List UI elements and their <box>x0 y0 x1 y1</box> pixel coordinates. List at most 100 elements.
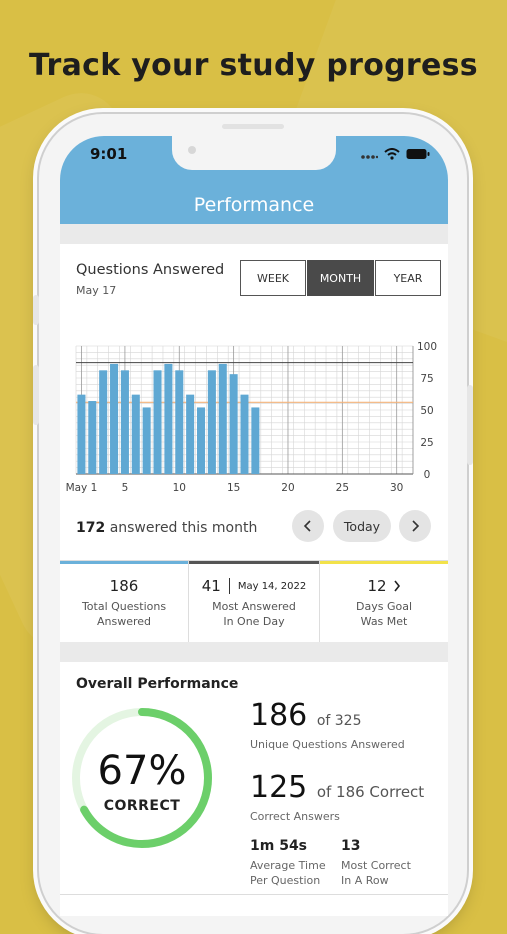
bar-day-9 <box>164 363 173 474</box>
stat-accent-line <box>320 561 448 564</box>
bar-day-6 <box>131 394 140 474</box>
stat-accent-line <box>189 561 319 564</box>
y-tick-label: 50 <box>420 405 433 417</box>
battery-icon <box>406 149 430 159</box>
unique-questions-stat: 186 of 325 <box>250 698 361 733</box>
phone-side-button <box>33 295 39 325</box>
correct-answers-total: of 186 Correct <box>316 783 425 801</box>
stat-value-row: 12 <box>320 577 448 595</box>
stat-label-line: Days Goal <box>356 600 412 613</box>
speaker-grille <box>222 124 284 129</box>
bar-day-5 <box>120 370 129 474</box>
stat-value: 12 <box>367 577 387 595</box>
next-month-button[interactable] <box>399 510 431 542</box>
questions-answered-date: May 17 <box>76 284 117 297</box>
y-tick-label: 0 <box>424 469 431 481</box>
camera-icon <box>188 146 196 154</box>
x-tick-label: 15 <box>227 482 240 494</box>
correct-answers-label: Correct Answers <box>250 810 340 823</box>
headline: Track your study progress <box>29 48 478 83</box>
bar-day-10 <box>175 370 184 474</box>
divider <box>188 561 189 643</box>
stat-label-line: Was Met <box>360 615 408 628</box>
ring-progress <box>72 708 212 848</box>
bar-day-14 <box>218 363 227 474</box>
bar-day-13 <box>207 370 216 474</box>
bar-day-17 <box>251 407 260 474</box>
stat-label-line: In One Day <box>223 615 285 628</box>
average-time-value: 1m 54s <box>250 838 308 854</box>
most-correct-in-row-label: Most Correct In A Row <box>341 858 411 888</box>
chevron-right-icon <box>412 520 420 532</box>
bar-day-7 <box>142 407 151 474</box>
chevron-right-icon <box>393 580 400 592</box>
bar-day-15 <box>229 374 238 474</box>
correct-percentage-ring <box>72 708 212 848</box>
app-screen: 9:01 Performance Questions Answered May … <box>60 136 448 916</box>
label-line: Average Time <box>250 859 326 872</box>
correct-answers-count: 125 <box>250 770 308 805</box>
chevron-left-icon <box>303 520 311 532</box>
signal-icon <box>361 155 378 159</box>
stat-accent-line <box>60 561 188 564</box>
stat-days-goal[interactable]: 12 Days Goal Was Met <box>320 561 448 643</box>
correct-answers-stat: 125 of 186 Correct <box>250 770 424 805</box>
phone-side-button <box>33 365 39 425</box>
bar-day-3 <box>99 370 108 474</box>
wifi-icon <box>384 148 400 160</box>
monthly-answered-text: answered this month <box>109 520 258 536</box>
correct-label: CORRECT <box>103 798 181 814</box>
bar-day-11 <box>186 394 195 474</box>
stat-label: Days Goal Was Met <box>320 599 448 629</box>
questions-answered-title: Questions Answered <box>76 262 225 278</box>
section-divider <box>60 224 448 244</box>
bar-day-16 <box>240 394 249 474</box>
label-line: Most Correct <box>341 859 411 872</box>
stat-label-line: Answered <box>96 615 152 628</box>
today-button[interactable]: Today <box>333 510 391 542</box>
monthly-answered-summary: 172 answered this month <box>76 520 257 536</box>
nav-bar: 9:01 Performance <box>60 136 448 224</box>
divider <box>319 561 320 643</box>
previous-month-button[interactable] <box>292 510 324 542</box>
average-time-label: Average Time Per Question <box>250 858 326 888</box>
section-divider <box>60 642 448 662</box>
page-title: Performance <box>193 194 315 216</box>
bar-day-2 <box>88 401 97 474</box>
stat-label-line: Total Questions <box>81 600 167 613</box>
bar-day-8 <box>153 370 162 474</box>
bar-day-1 <box>77 394 86 474</box>
stat-value: 186 <box>109 577 139 595</box>
tab-week[interactable]: WEEK <box>240 260 306 296</box>
stats-row: 186 Total Questions Answered 41 May 14, … <box>60 560 448 644</box>
x-tick-label: 5 <box>122 482 129 494</box>
y-tick-label: 75 <box>420 373 433 385</box>
label-line: Per Question <box>250 874 321 887</box>
stat-date: May 14, 2022 <box>237 580 307 592</box>
x-tick-label: 25 <box>336 482 349 494</box>
bar-day-4 <box>110 363 119 474</box>
stat-label: Most Answered In One Day <box>189 599 319 629</box>
y-tick-label: 25 <box>420 437 433 449</box>
unique-questions-label: Unique Questions Answered <box>250 738 405 751</box>
unique-questions-count: 186 <box>250 698 308 733</box>
stat-label-line: Most Answered <box>212 600 296 613</box>
x-tick-label: May 1 <box>66 482 98 494</box>
unique-questions-total: of 325 <box>316 713 362 729</box>
most-correct-in-row-value: 13 <box>341 838 361 854</box>
tab-year[interactable]: YEAR <box>375 260 441 296</box>
correct-percentage: 67% <box>97 748 187 794</box>
x-tick-label: 30 <box>390 482 403 494</box>
divider <box>60 894 448 895</box>
stat-value-row: 41 May 14, 2022 <box>189 577 319 595</box>
divider <box>228 578 230 594</box>
tab-month[interactable]: MONTH <box>307 260 374 296</box>
y-tick-label: 100 <box>417 341 437 353</box>
monthly-answered-count: 172 <box>76 520 106 536</box>
notch <box>172 136 336 170</box>
status-time: 9:01 <box>90 145 128 163</box>
stat-total-questions: 186 Total Questions Answered <box>60 561 188 643</box>
status-icons <box>360 148 430 160</box>
label-line: In A Row <box>341 874 389 887</box>
phone-side-button <box>467 385 473 465</box>
